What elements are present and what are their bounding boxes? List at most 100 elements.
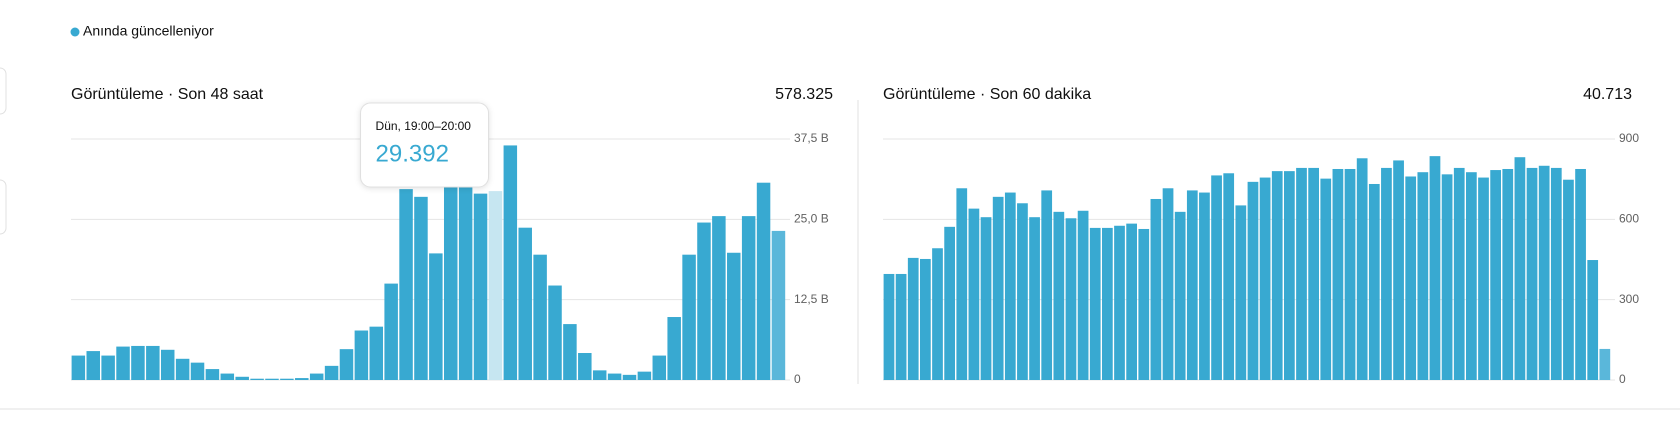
bar <box>883 273 895 380</box>
bar <box>1223 173 1235 380</box>
bar <box>980 217 992 380</box>
bar <box>101 355 115 380</box>
bar <box>235 376 249 380</box>
bar <box>932 248 943 380</box>
bar <box>1490 170 1501 380</box>
bar <box>1526 167 1538 380</box>
bar <box>1017 203 1028 380</box>
bar <box>190 362 205 380</box>
bar <box>563 324 577 380</box>
bar <box>1478 177 1489 380</box>
bar <box>1247 181 1259 380</box>
bar <box>1332 168 1344 380</box>
bar <box>71 355 86 380</box>
bar <box>652 355 667 380</box>
bar <box>1114 225 1125 380</box>
y-tick-label: 300 <box>1619 292 1639 306</box>
bar <box>533 254 547 380</box>
bar <box>697 222 711 380</box>
bar <box>458 180 473 380</box>
bar <box>280 378 294 380</box>
bar <box>354 330 369 380</box>
bar <box>1053 211 1065 380</box>
bar <box>968 208 980 380</box>
bar <box>429 253 443 380</box>
bar <box>146 345 160 380</box>
bar <box>1417 172 1429 380</box>
bar <box>1308 167 1319 380</box>
bar <box>637 371 652 380</box>
bar <box>992 196 1004 380</box>
bar <box>956 188 968 380</box>
bar <box>1393 160 1404 380</box>
bar <box>1429 156 1441 380</box>
bar <box>895 273 907 380</box>
bar <box>1284 171 1295 380</box>
bar <box>473 193 488 380</box>
bar <box>384 283 398 380</box>
bar <box>1502 168 1514 380</box>
bar <box>1162 188 1174 380</box>
bar <box>205 369 220 380</box>
bar <box>1271 171 1283 380</box>
bar <box>1029 217 1040 380</box>
y-tick-label: 600 <box>1619 212 1639 226</box>
bar <box>488 191 503 380</box>
bar <box>771 230 786 380</box>
y-tick-label: 37,5 B <box>794 131 829 145</box>
side-card <box>0 67 7 115</box>
bar <box>160 349 175 380</box>
bar <box>1550 167 1562 380</box>
bar <box>116 346 130 380</box>
bar <box>1320 178 1332 380</box>
bar <box>1344 168 1356 380</box>
y-tick-label: 25,0 B <box>794 212 829 226</box>
tooltip-title: Dün, 19:00–20:00 <box>376 119 472 133</box>
bar <box>1259 177 1271 380</box>
live-label: Anında güncelleniyor <box>83 23 214 39</box>
bar <box>175 358 190 380</box>
bar <box>1150 198 1162 380</box>
bar <box>1453 167 1465 380</box>
bar <box>1466 172 1477 380</box>
side-card <box>0 179 7 235</box>
bar <box>607 373 622 380</box>
bar <box>295 378 309 380</box>
bar <box>1381 167 1392 380</box>
bar <box>1004 192 1016 380</box>
bar <box>265 378 279 380</box>
bar <box>1199 192 1210 380</box>
bar <box>414 196 428 380</box>
bar <box>518 227 532 380</box>
bar <box>578 353 592 380</box>
bar <box>1296 167 1307 380</box>
bar <box>1575 168 1586 380</box>
bar <box>1235 205 1247 380</box>
chart-title: Görüntüleme · Son 48 saat <box>71 86 264 103</box>
bar <box>622 374 637 380</box>
bar <box>741 216 756 380</box>
tooltip <box>360 102 490 188</box>
bar <box>1041 190 1053 380</box>
bar <box>1538 165 1550 380</box>
bar <box>548 285 562 380</box>
bar <box>220 373 235 380</box>
bar <box>1077 210 1089 380</box>
bar <box>1065 218 1077 380</box>
bar <box>682 254 696 380</box>
bar <box>369 326 384 380</box>
bar <box>592 370 607 380</box>
chart-total: 40.713 <box>1583 86 1632 103</box>
bar <box>399 189 413 380</box>
bar <box>1356 158 1368 380</box>
bar <box>944 226 955 380</box>
bar <box>1514 157 1526 380</box>
bar <box>443 180 458 380</box>
bar <box>1441 174 1453 380</box>
bar <box>339 349 354 380</box>
bar <box>1126 223 1137 380</box>
bar <box>324 365 339 380</box>
bar <box>1186 190 1198 380</box>
bar <box>712 216 726 380</box>
